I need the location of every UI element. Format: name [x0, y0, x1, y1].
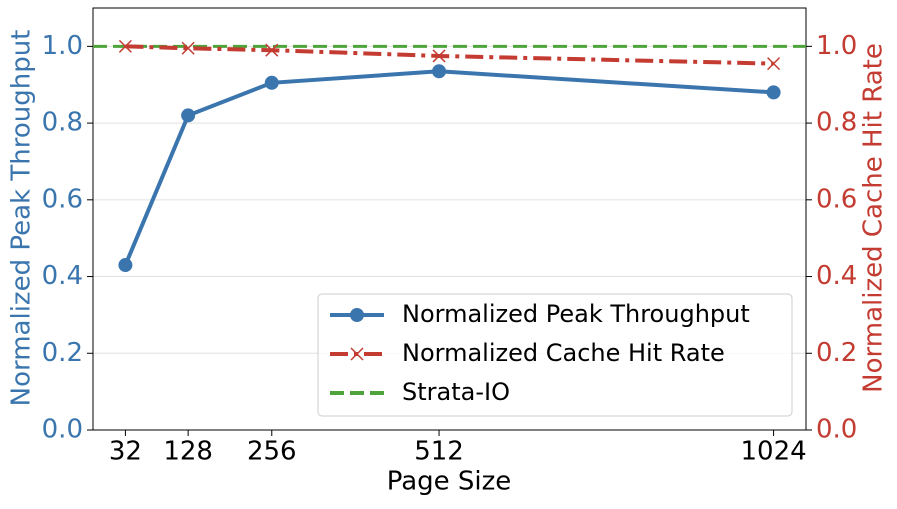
point: [432, 49, 446, 63]
legend-marker: [350, 347, 364, 361]
legend-label: Normalized Peak Throughput: [402, 300, 750, 328]
y-tick-label: 0.4: [42, 261, 83, 291]
legend-label: Strata-IO: [402, 378, 510, 406]
point: [767, 57, 781, 71]
y-tick-label: 1.0: [42, 31, 83, 61]
legend-box: [317, 293, 793, 417]
x-tick-label: 1024: [741, 437, 807, 467]
y-tick-label: 0.6: [42, 184, 83, 214]
y2-axis-label: Normalized Cache Hit Rate: [859, 43, 889, 393]
y2-tick-label: 0.0: [816, 415, 857, 445]
point: [118, 258, 133, 273]
x-tick-label: 256: [247, 437, 297, 467]
point: [118, 39, 132, 53]
point: [264, 75, 279, 90]
point: [181, 108, 196, 123]
y2-tick-label: 1.0: [816, 31, 857, 61]
point: [432, 64, 447, 79]
x-tick-label: 512: [414, 437, 464, 467]
x-tick-label: 128: [163, 437, 213, 467]
y-axis-label: Normalized Peak Throughput: [7, 30, 37, 407]
legend-marker: [350, 308, 364, 322]
legend-label: Normalized Cache Hit Rate: [402, 339, 725, 367]
plot-frame: [92, 7, 807, 431]
series-line: [125, 44, 774, 66]
y-tick-label: 0.2: [42, 338, 83, 368]
y2-tick-label: 0.6: [816, 184, 857, 214]
x-tick-label: 32: [109, 437, 142, 467]
y2-tick-label: 0.2: [816, 338, 857, 368]
y-tick-label: 0.0: [42, 415, 83, 445]
series-line: [123, 69, 774, 266]
x-axis-label: Page Size: [387, 467, 512, 497]
point: [181, 41, 195, 55]
y2-tick-label: 0.4: [816, 261, 857, 291]
point: [766, 85, 781, 100]
point: [265, 43, 279, 57]
y2-tick-label: 0.8: [816, 108, 857, 138]
y-tick-label: 0.8: [42, 108, 83, 138]
